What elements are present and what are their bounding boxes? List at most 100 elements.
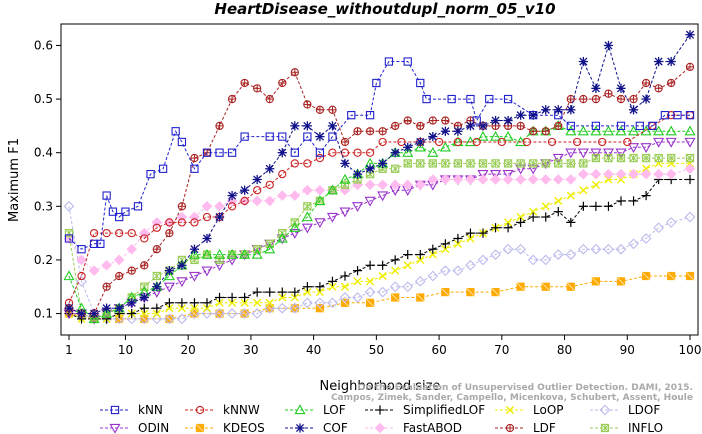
point-fastabod-42 xyxy=(590,168,602,180)
point-cof-5 xyxy=(127,298,137,308)
legend-label-simplifiedlof: SimplifiedLOF xyxy=(403,403,485,417)
legend-label-ldof: LDOF xyxy=(628,403,660,417)
point-simplifiedlof-46 xyxy=(641,190,651,201)
point-simplifiedlof-14 xyxy=(240,292,250,303)
y-axis: 0.1 0.2 0.3 0.4 0.5 0.6 xyxy=(34,38,61,321)
point-knn-32 xyxy=(466,94,475,104)
point-simplifiedlof-43 xyxy=(603,201,614,211)
point-inflo-38 xyxy=(541,159,550,168)
point-odin-19 xyxy=(301,223,313,234)
point-inflo-48 xyxy=(667,153,676,163)
point-ldof-13 xyxy=(226,308,238,319)
point-loop-46 xyxy=(641,164,651,173)
point-lof-35 xyxy=(502,130,514,141)
point-odin-35 xyxy=(502,169,514,180)
point-cof-20 xyxy=(315,132,325,142)
plot-area-frame xyxy=(60,23,699,336)
point-knn-31 xyxy=(447,94,456,104)
point-knnw-32 xyxy=(522,137,532,147)
point-knnw-16 xyxy=(265,180,274,190)
point-loop-35 xyxy=(503,218,513,227)
point-fastabod-17 xyxy=(276,190,288,201)
legend-marker-ldof xyxy=(599,404,611,416)
point-knn-1 xyxy=(77,245,86,254)
point-ldf-13 xyxy=(227,94,237,104)
point-odin-10 xyxy=(188,271,200,282)
point-cof-25 xyxy=(378,158,388,169)
point-ldof-0 xyxy=(63,200,75,212)
point-knn-30 xyxy=(422,94,431,104)
point-lof-40 xyxy=(565,125,577,136)
point-cof-9 xyxy=(177,260,187,270)
point-knnw-9 xyxy=(177,218,187,227)
point-inflo-7 xyxy=(152,271,161,281)
point-knn-0 xyxy=(64,234,74,243)
point-loop-23 xyxy=(353,277,362,286)
point-cof-21 xyxy=(327,121,338,131)
point-ldf-29 xyxy=(428,116,437,125)
point-knn-15 xyxy=(215,148,224,157)
point-ldf-20 xyxy=(315,105,325,114)
point-loop-32 xyxy=(466,234,475,243)
legend-item-knn: kNN xyxy=(100,403,163,417)
point-cof-46 xyxy=(641,94,651,104)
point-odin-43 xyxy=(602,148,614,159)
point-knn-35 xyxy=(503,94,513,104)
point-simplifiedlof-7 xyxy=(152,303,162,313)
legend-marker-odin xyxy=(109,423,121,434)
point-simplifiedlof-26 xyxy=(390,255,400,265)
point-ldf-37 xyxy=(529,127,538,136)
point-loop-12 xyxy=(215,298,224,307)
point-simplifiedlof-15 xyxy=(252,287,262,297)
point-simplifiedlof-41 xyxy=(578,201,588,211)
point-inflo-33 xyxy=(478,159,488,168)
point-cof-7 xyxy=(152,282,162,292)
legend-label-knnw: kNNW xyxy=(223,403,260,417)
chart-title: HeartDisease_withoutdupl_norm_05_v10 xyxy=(214,0,555,18)
point-fastabod-31 xyxy=(452,174,464,185)
point-kdeos-19 xyxy=(541,282,550,291)
point-inflo-47 xyxy=(654,153,663,163)
point-ldof-36 xyxy=(515,243,527,255)
point-kdeos-21 xyxy=(591,277,601,286)
point-loop-21 xyxy=(328,282,337,291)
point-cof-39 xyxy=(553,105,563,115)
point-ldof-34 xyxy=(490,249,501,260)
point-simplifiedlof-32 xyxy=(465,228,476,238)
point-lof-2 xyxy=(88,313,100,324)
point-lof-18 xyxy=(289,222,301,232)
point-fastabod-24 xyxy=(364,179,376,191)
point-kdeos-14 xyxy=(416,293,425,302)
point-inflo-49 xyxy=(685,153,695,163)
point-cof-49 xyxy=(685,30,695,40)
point-lof-33 xyxy=(477,130,489,141)
point-ldof-42 xyxy=(590,243,602,255)
point-fastabod-38 xyxy=(540,174,552,185)
point-knnw-19 xyxy=(303,159,312,168)
point-fastabod-2 xyxy=(88,265,100,276)
point-knn-21 xyxy=(303,132,312,141)
point-loop-40 xyxy=(566,191,575,200)
point-simplifiedlof-21 xyxy=(327,276,338,286)
point-fastabod-12 xyxy=(214,201,225,212)
point-simplifiedlof-35 xyxy=(503,223,513,233)
point-fastabod-5 xyxy=(126,243,138,255)
point-ldof-37 xyxy=(527,254,539,266)
point-simplifiedlof-42 xyxy=(591,201,601,211)
point-loop-17 xyxy=(278,293,287,302)
point-cof-1 xyxy=(76,308,87,319)
point-inflo-28 xyxy=(416,159,425,168)
point-simplifiedlof-49 xyxy=(685,174,695,185)
point-lof-27 xyxy=(402,146,414,157)
point-inflo-0 xyxy=(64,228,74,238)
legend-item-loop: LoOP xyxy=(495,403,564,417)
series-line-knn xyxy=(68,61,690,250)
point-knnw-28 xyxy=(434,137,444,147)
series-line-cof xyxy=(68,34,691,315)
point-knnw-21 xyxy=(328,148,337,157)
point-cof-37 xyxy=(528,110,538,120)
legend-marker-ldf xyxy=(505,423,515,433)
legend-label-knn: kNN xyxy=(138,403,163,417)
point-loop-18 xyxy=(290,293,299,302)
point-loop-15 xyxy=(253,298,262,307)
